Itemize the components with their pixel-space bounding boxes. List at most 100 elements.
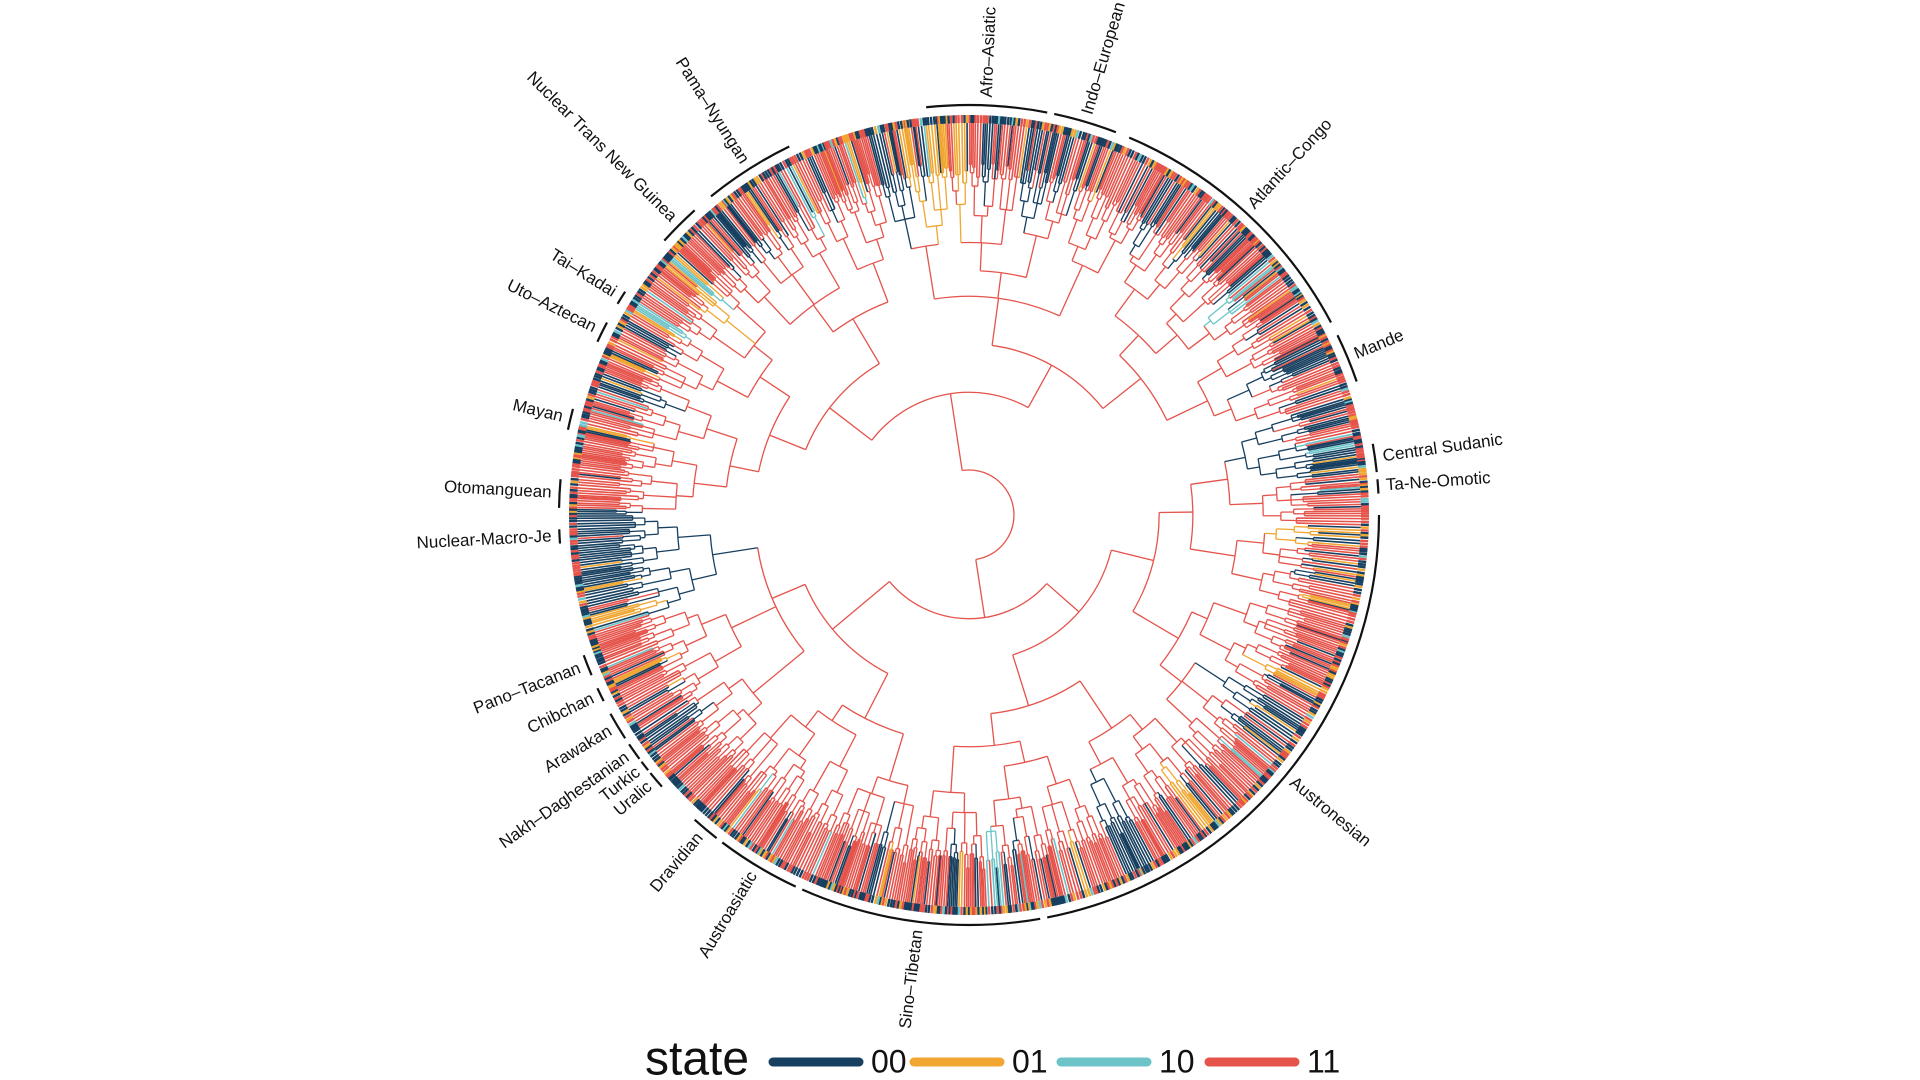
branch-arc — [1002, 844, 1009, 847]
branch — [1030, 806, 1039, 836]
branch — [1296, 471, 1311, 475]
tip — [1337, 379, 1347, 385]
branch-arc — [790, 714, 816, 735]
branch — [938, 855, 944, 906]
tip — [602, 352, 611, 359]
branch-arc — [757, 396, 791, 472]
branch — [798, 205, 813, 230]
branch — [1235, 670, 1255, 683]
branch — [990, 713, 995, 746]
branch — [904, 845, 909, 863]
branch — [641, 482, 652, 485]
branch-arc — [1124, 281, 1148, 300]
tip — [1280, 272, 1289, 280]
branch — [991, 123, 996, 165]
tip — [1331, 363, 1341, 370]
tip — [1293, 290, 1302, 298]
tip — [620, 316, 629, 323]
branch-arc — [668, 567, 672, 579]
tip — [1090, 134, 1096, 144]
tip — [1066, 127, 1071, 136]
branch — [802, 159, 823, 201]
branch — [1256, 704, 1297, 733]
branch — [1058, 265, 1084, 317]
branch — [1096, 806, 1104, 822]
branch — [638, 587, 658, 594]
branch — [782, 220, 795, 239]
tip — [596, 365, 606, 372]
tip — [700, 217, 708, 225]
branch — [664, 267, 699, 296]
branch — [577, 502, 620, 506]
branch — [906, 127, 914, 165]
branch — [1156, 812, 1180, 847]
branch — [755, 185, 790, 236]
branch — [626, 463, 633, 466]
tip — [1152, 860, 1159, 869]
tip — [764, 170, 771, 179]
branch — [1284, 620, 1297, 626]
branch — [1171, 746, 1188, 765]
branch — [1314, 573, 1356, 582]
tip — [851, 132, 856, 141]
tip — [1346, 405, 1355, 411]
branch — [680, 650, 689, 656]
branch — [624, 326, 667, 351]
tip — [1335, 372, 1344, 378]
branch — [1200, 763, 1237, 803]
branch — [1220, 744, 1259, 780]
tip — [576, 589, 585, 594]
branch — [613, 658, 662, 683]
branch — [1229, 256, 1265, 287]
tip — [603, 673, 612, 679]
tip — [1138, 154, 1145, 163]
branch-arc — [1067, 828, 1074, 832]
tip — [592, 377, 602, 383]
branch — [653, 718, 695, 750]
tip — [637, 734, 646, 741]
tip — [829, 882, 835, 891]
branch-arc — [1277, 451, 1281, 460]
tip — [1328, 669, 1337, 676]
branch — [1057, 842, 1062, 851]
tip — [790, 865, 796, 874]
branch — [1038, 131, 1052, 188]
branch — [1047, 221, 1054, 239]
branch — [1304, 617, 1344, 632]
branch — [878, 185, 883, 196]
branch — [1149, 743, 1164, 762]
branch — [1225, 250, 1260, 283]
branch — [819, 252, 841, 289]
tip — [569, 486, 579, 490]
branch — [1033, 858, 1043, 901]
branch — [1095, 196, 1107, 220]
tip — [835, 137, 841, 146]
branch — [606, 642, 659, 666]
branch — [1304, 549, 1359, 557]
branch — [893, 129, 905, 179]
branch — [584, 438, 639, 451]
tip — [779, 860, 786, 869]
branch — [1164, 271, 1180, 290]
tip — [1209, 199, 1217, 208]
branch — [739, 723, 757, 740]
branch-arc — [898, 204, 906, 208]
branch — [1284, 641, 1294, 646]
branch — [1023, 836, 1029, 855]
tip — [1283, 747, 1292, 755]
branch — [1308, 541, 1360, 548]
tip — [673, 243, 682, 251]
tip — [1011, 117, 1015, 126]
tip — [1072, 892, 1077, 901]
branch — [749, 800, 778, 841]
tip — [1354, 440, 1363, 445]
tip — [1291, 287, 1300, 295]
branch — [656, 721, 698, 753]
tip — [628, 720, 637, 727]
branch — [1292, 645, 1333, 663]
branch — [1182, 204, 1210, 240]
tip — [590, 641, 599, 647]
branch — [660, 271, 692, 297]
branch — [579, 551, 632, 559]
tip — [694, 800, 702, 808]
